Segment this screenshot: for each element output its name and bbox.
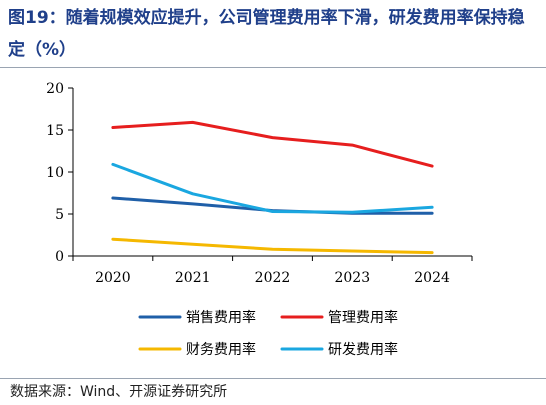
y-tick-label: 5: [55, 207, 64, 223]
x-tick-label: 2021: [175, 270, 211, 286]
y-tick-label: 20: [46, 81, 64, 97]
legend-label: 财务费用率: [186, 341, 256, 358]
x-tick-label: 2024: [414, 270, 450, 286]
y-tick-label: 10: [46, 165, 64, 181]
y-tick-label: 15: [46, 123, 64, 139]
x-tick-label: 2023: [334, 270, 370, 286]
chart-title: 图19：随着规模效应提升，公司管理费用率下滑，研发费用率保持稳定（%）: [8, 8, 525, 60]
x-tick-label: 2020: [95, 270, 131, 286]
source-note: 数据来源：Wind、开源证券研究所: [10, 384, 228, 400]
legend-label: 销售费用率: [186, 309, 256, 326]
legend-label: 管理费用率: [328, 309, 398, 326]
y-tick-label: 0: [55, 249, 64, 265]
series-line-2: [111, 120, 434, 168]
legend-label: 研发费用率: [328, 341, 398, 358]
x-tick-label: 2022: [255, 270, 291, 286]
series-lines: [111, 120, 434, 255]
header-divider: [0, 67, 546, 68]
series-line-3: [111, 237, 434, 255]
footer-divider: [0, 378, 546, 379]
series-line-4: [111, 162, 434, 214]
